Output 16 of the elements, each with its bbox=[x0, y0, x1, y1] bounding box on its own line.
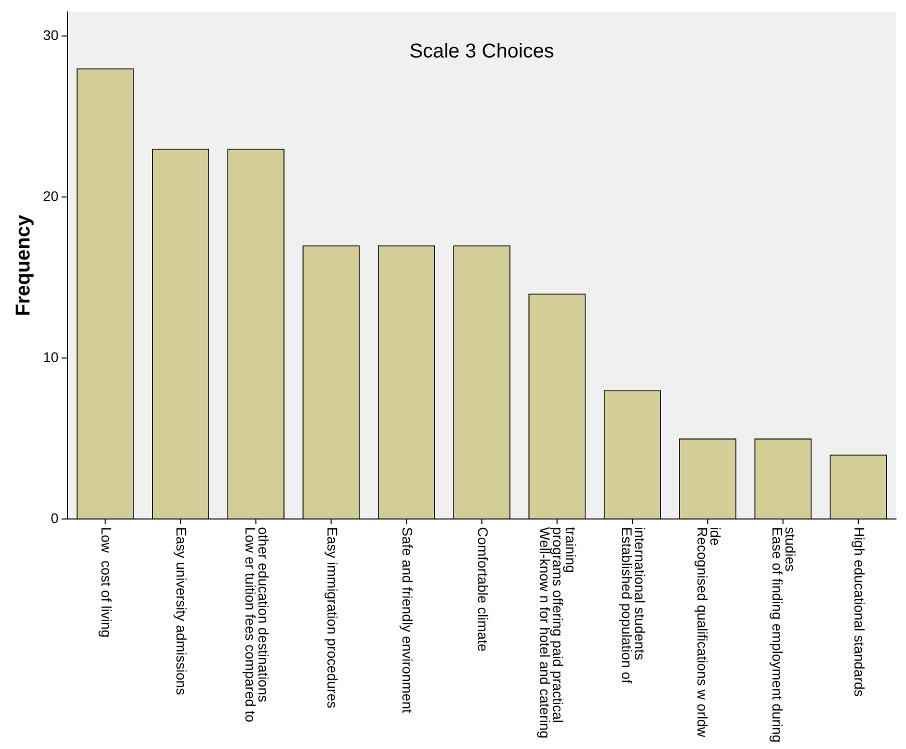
x-tick-label: Ease of finding employment during studies bbox=[770, 527, 799, 743]
y-axis-title: Frequency bbox=[12, 214, 35, 316]
y-tick-label: 0 bbox=[50, 510, 59, 526]
x-tick-label: High educational standards bbox=[851, 527, 868, 697]
y-tick-label: 30 bbox=[42, 27, 59, 43]
x-tick-label: Safe and friendly environment bbox=[400, 527, 416, 714]
x-tick-label: Low cost of living bbox=[98, 527, 114, 638]
text: Scale 3 Choices bbox=[410, 40, 554, 63]
x-tick-label: Easy immigration procedures bbox=[324, 527, 340, 708]
y-tick-label: 10 bbox=[42, 348, 59, 365]
x-tick-label: Low er tuition fees compared to other education destinations bbox=[242, 527, 272, 723]
x-tick-label: Easy university admissions bbox=[174, 527, 190, 696]
x-tick-label: Comfortable climate bbox=[474, 527, 491, 652]
x-tick-label: Recognised qualifications w orldw ide bbox=[694, 527, 724, 738]
x-tick-label: Well-know n for hotel and catering programs offering paid practical training bbox=[537, 527, 580, 738]
y-tick-label: 20 bbox=[42, 188, 59, 204]
